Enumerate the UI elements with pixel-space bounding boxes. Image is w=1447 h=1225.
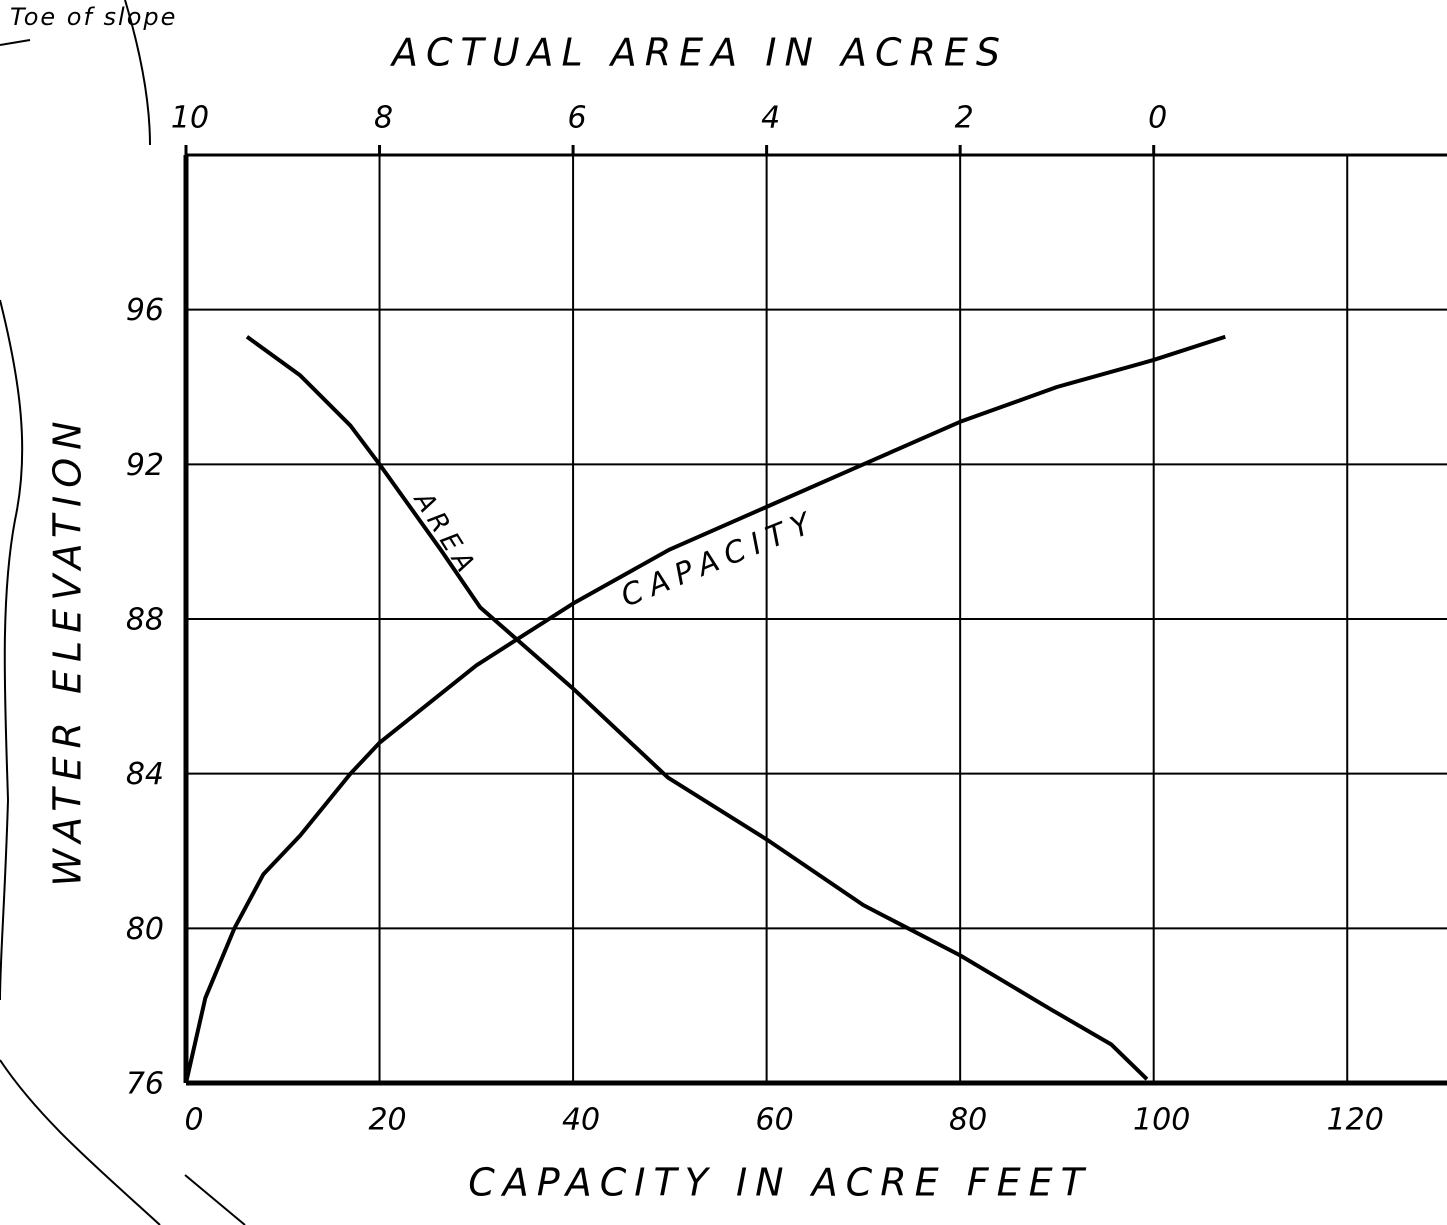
y-tick-label: 96 bbox=[126, 293, 164, 328]
x-tick-label: 100 bbox=[1133, 1103, 1190, 1138]
x-tick-label: 0 bbox=[184, 1103, 203, 1138]
annotation: Toe of slope bbox=[10, 3, 177, 31]
x2-tick-label: 8 bbox=[374, 101, 393, 136]
sketch-line bbox=[184, 1174, 246, 1225]
top-axis-title: ACTUAL AREA IN ACRES bbox=[389, 31, 1008, 75]
x-tick-label: 20 bbox=[368, 1103, 406, 1138]
sketch-line bbox=[0, 299, 24, 1001]
annotation: AREA bbox=[407, 485, 483, 582]
y-tick-label: 80 bbox=[126, 912, 164, 947]
annotation: CAPACITY bbox=[616, 504, 823, 615]
x-tick-label: 80 bbox=[949, 1103, 987, 1138]
series-line bbox=[245, 335, 1149, 1081]
x2-tick-label: 6 bbox=[568, 101, 587, 136]
x-axis-title: CAPACITY IN ACRE FEET bbox=[468, 1161, 1092, 1205]
sketch-line bbox=[0, 1059, 161, 1225]
x-tick-label: 60 bbox=[756, 1103, 794, 1138]
x2-tick-label: 10 bbox=[171, 101, 209, 136]
series-line bbox=[184, 334, 1226, 1084]
sketch-line bbox=[0, 39, 31, 46]
x2-tick-label: 2 bbox=[955, 101, 974, 136]
y-tick-label: 84 bbox=[126, 757, 164, 792]
x-tick-label: 120 bbox=[1327, 1103, 1384, 1138]
y-tick-label: 88 bbox=[126, 603, 164, 638]
y-tick-label: 92 bbox=[126, 448, 164, 483]
sketch-line bbox=[124, 0, 151, 146]
y-axis-title: WATER ELEVATION bbox=[46, 413, 90, 886]
y-tick-label: 76 bbox=[126, 1067, 164, 1102]
x2-tick-label: 4 bbox=[761, 101, 780, 136]
x-tick-label: 40 bbox=[562, 1103, 600, 1138]
x2-tick-label: 0 bbox=[1148, 101, 1167, 136]
